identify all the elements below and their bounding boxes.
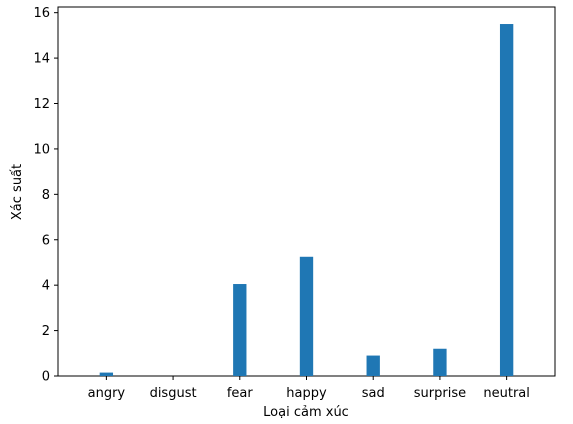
x-tick-label-angry: angry <box>88 386 126 401</box>
x-tick-label-neutral: neutral <box>483 386 530 401</box>
x-axis-title: Loại cảm xúc <box>263 405 349 420</box>
y-tick-label-2: 2 <box>42 324 50 339</box>
bar-fear <box>233 284 247 376</box>
y-tick-label-8: 8 <box>42 188 50 203</box>
x-axis: angry disgust fear happy sad surprise neutral <box>88 376 530 401</box>
y-tick-label-12: 12 <box>33 97 50 112</box>
bar-neutral <box>499 24 514 377</box>
y-axis: 0 2 4 6 8 10 12 14 16 <box>33 6 58 385</box>
x-tick-label-fear: fear <box>227 386 254 401</box>
bar-sad <box>366 355 380 376</box>
x-tick-label-happy: happy <box>286 386 327 401</box>
bar-angry <box>99 372 114 376</box>
y-tick-label-0: 0 <box>42 370 50 385</box>
bar-surprise <box>433 348 447 376</box>
y-tick-label-10: 10 <box>33 142 50 157</box>
y-tick-label-4: 4 <box>42 279 50 294</box>
y-tick-label-6: 6 <box>42 233 50 248</box>
bar-series <box>99 24 514 377</box>
bar-happy <box>299 256 314 376</box>
x-tick-label-surprise: surprise <box>414 386 466 401</box>
y-tick-label-14: 14 <box>33 52 50 67</box>
x-tick-label-disgust: disgust <box>150 386 197 401</box>
x-tick-label-sad: sad <box>362 386 385 401</box>
y-tick-label-16: 16 <box>33 6 50 21</box>
y-axis-title: Xác suất <box>10 164 25 220</box>
